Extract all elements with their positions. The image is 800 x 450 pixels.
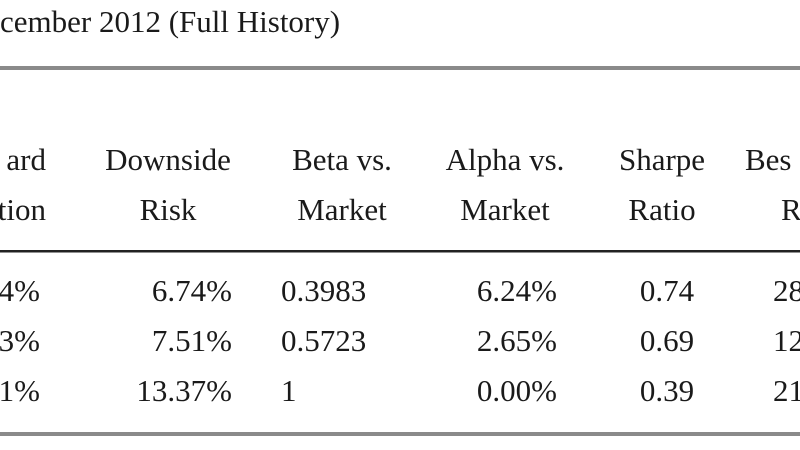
table-title: cember 2012 (Full History) xyxy=(0,4,340,39)
table-cell: 1 xyxy=(281,373,297,408)
table-cell: 4% xyxy=(0,273,40,308)
table-cell: 1% xyxy=(0,373,40,408)
table-cell: 0.39 xyxy=(640,373,694,408)
table-cell: 3% xyxy=(0,323,40,358)
table-cell: 0.74 xyxy=(640,273,695,308)
header-rule xyxy=(0,250,800,253)
column-header: Market xyxy=(460,192,550,227)
column-header: R xyxy=(781,192,800,227)
table-cell: 28 xyxy=(773,273,800,308)
column-header: Downside xyxy=(105,142,231,177)
table-cell: 7.51% xyxy=(152,323,232,358)
column-header: Market xyxy=(297,192,387,227)
column-header: Beta vs. xyxy=(292,142,392,177)
bottom-rule xyxy=(0,432,800,436)
column-header: Risk xyxy=(140,192,197,227)
table-cell: 0.5723 xyxy=(281,323,366,358)
table-cell: 0.00% xyxy=(477,373,557,408)
column-header: Alpha vs. xyxy=(446,142,565,177)
table-cell: 6.24% xyxy=(477,273,557,308)
table-cell: 0.3983 xyxy=(281,273,366,308)
table-cell: 2.65% xyxy=(477,323,557,358)
table-cell: 6.74% xyxy=(152,273,232,308)
column-header: tion xyxy=(0,192,46,227)
column-header: Bes xyxy=(745,142,792,177)
table-cell: 13.37% xyxy=(136,373,232,408)
table-cell: 0.69 xyxy=(640,323,694,358)
column-header: Ratio xyxy=(628,192,695,227)
column-header: Sharpe xyxy=(619,142,705,177)
table-cell: 21 xyxy=(773,373,800,408)
column-header: ard xyxy=(6,142,46,177)
top-rule xyxy=(0,66,800,70)
table-cell: 12 xyxy=(773,323,800,358)
